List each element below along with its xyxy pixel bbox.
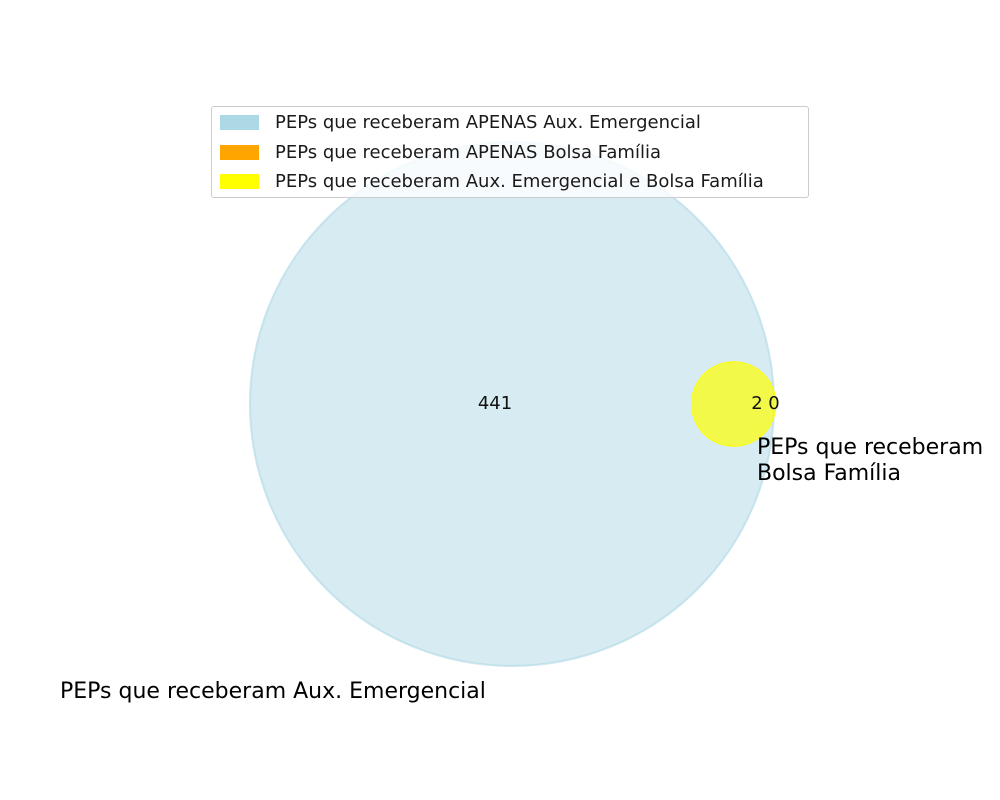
- legend: PEPs que receberam APENAS Aux. Emergenci…: [211, 106, 809, 198]
- legend-swatch-only-bolsa: [220, 144, 259, 160]
- legend-label-only-bolsa: PEPs que receberam APENAS Bolsa Família: [275, 141, 661, 163]
- set-label-bolsa-familia-line2: Bolsa Família: [757, 461, 901, 486]
- region-label-only-bolsa: 0: [768, 393, 779, 414]
- set-label-aux-emergencial: PEPs que receberam Aux. Emergencial: [60, 679, 486, 704]
- region-label-both: 2: [751, 393, 762, 414]
- legend-label-both: PEPs que receberam Aux. Emergencial e Bo…: [275, 170, 764, 192]
- legend-label-only-aux: PEPs que receberam APENAS Aux. Emergenci…: [275, 111, 701, 133]
- legend-item-only-bolsa: PEPs que receberam APENAS Bolsa Família: [220, 141, 661, 163]
- intersection-region: [691, 361, 777, 447]
- legend-item-only-aux: PEPs que receberam APENAS Aux. Emergenci…: [220, 111, 701, 133]
- legend-item-both: PEPs que receberam Aux. Emergencial e Bo…: [220, 170, 764, 192]
- legend-swatch-both: [220, 173, 259, 189]
- region-label-only-aux: 441: [478, 393, 512, 414]
- set-label-bolsa-familia-line1: PEPs que receberam: [757, 435, 983, 460]
- legend-swatch-only-aux: [220, 114, 259, 130]
